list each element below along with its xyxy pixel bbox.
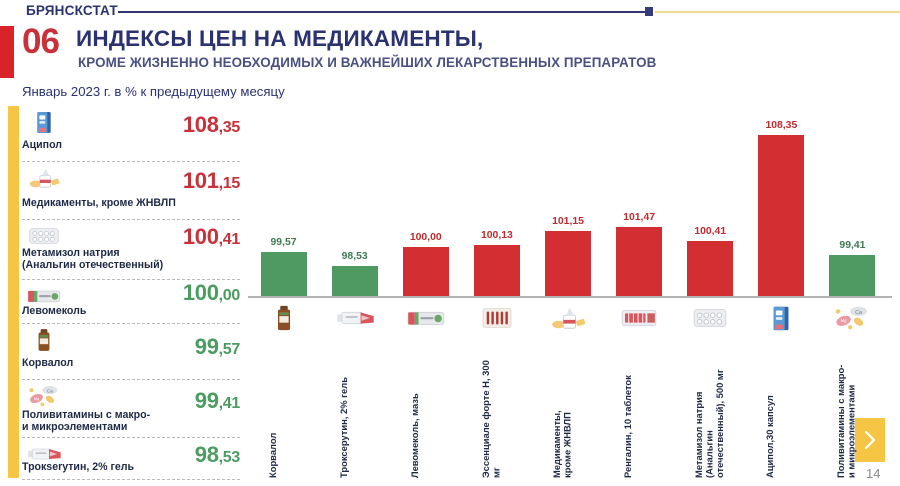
- list-item: Ca Mg Поливитамины с макро- и микроэлемент…: [22, 380, 240, 438]
- axis-category-label: Ренгалин, 10 таблеток: [622, 375, 634, 478]
- bar: [687, 241, 734, 296]
- bar-value-label: 99,41: [839, 239, 866, 251]
- axis-category-label: Троксерутин, 2% гель: [337, 377, 349, 478]
- medicine-assortment-icon: [545, 304, 591, 332]
- value-fraction: ,15: [218, 175, 241, 192]
- bar: [829, 254, 876, 296]
- brand-name: БРЯНСКСТАТ: [26, 3, 118, 18]
- bar-value-label: 98,53: [341, 251, 368, 263]
- page-subtitle: КРОМЕ ЖИЗНЕННО НЕОБХОДИМЫХ И ВАЖНЕЙШИХ Л…: [78, 55, 657, 70]
- list-item-label: Корвалол: [22, 357, 74, 369]
- bar-value-label: 100,13: [480, 229, 513, 241]
- capsule-blister-icon: [474, 304, 520, 332]
- list-item: Корвалол 99,57: [22, 324, 240, 380]
- tablet-pack-icon: [616, 304, 662, 332]
- value-fraction: ,53: [218, 449, 241, 466]
- list-item-label: Аципол: [22, 139, 63, 151]
- value-fraction: ,41: [218, 395, 241, 412]
- list-item: Трокserутин, 2% гель 98,53: [22, 438, 240, 480]
- header-rule-gold: [655, 11, 900, 13]
- axis-category-label: Метамизол натрия (Анальгин отечественный…: [693, 369, 726, 478]
- value-integer: 100: [182, 224, 219, 249]
- pill-blister-icon: [687, 304, 733, 332]
- brand-bar: БРЯНСКСТАТ: [0, 0, 900, 22]
- bar-chart: [248, 120, 888, 296]
- pill-blister-icon: [24, 222, 64, 250]
- list-item: Метамизол натрия (Анальгин отечественный…: [22, 220, 240, 280]
- list-item-value: 100,41: [183, 226, 240, 248]
- section-number: 06: [22, 22, 60, 61]
- list-item-label: Поливитамины с макро- и микроэлементами: [22, 409, 151, 433]
- bar: [473, 244, 520, 296]
- value-integer: 108: [182, 112, 219, 137]
- vitamins-icon: Ca Mg: [829, 304, 875, 332]
- list-item: Аципол 108,35: [22, 106, 240, 162]
- page-number: 14: [866, 466, 881, 481]
- bar: [616, 227, 663, 296]
- list-item-label: Медикаменты, кроме ЖНВЛП: [22, 197, 176, 209]
- value-integer: 101: [182, 168, 219, 193]
- indices-list: Аципол 108,35 Медикаменты, кроме ЖНВЛП 101,…: [22, 106, 240, 480]
- list-item-value: 101,15: [183, 170, 240, 192]
- list-item-value: 98,53: [194, 442, 241, 467]
- svg-text:Mg: Mg: [841, 318, 848, 323]
- bar: [331, 266, 378, 296]
- svg-text:Mg: Mg: [34, 397, 39, 401]
- bar: [758, 135, 805, 296]
- chart-baseline: [248, 296, 892, 298]
- bar-value-label: 100,00: [409, 231, 442, 243]
- list-item: Медикаменты, кроме ЖНВЛП 101,15: [22, 162, 240, 220]
- bar-value-label: 108,35: [765, 120, 798, 132]
- sidebar-accent-spine: [8, 106, 19, 478]
- axis-category-label: Корвалол: [266, 432, 278, 478]
- ointment-tube-box-icon: [403, 304, 449, 332]
- value-fraction: ,00: [218, 287, 241, 304]
- list-item-value: 99,57: [194, 334, 241, 359]
- vitamins-icon: Ca Mg: [24, 382, 64, 410]
- value-fraction: ,35: [218, 119, 241, 136]
- list-item-label: Трокserутин, 2% гель: [22, 461, 135, 473]
- brown-bottle-icon: [24, 326, 64, 354]
- header-rule-square: [645, 7, 653, 16]
- list-item-value: 108,35: [183, 114, 240, 136]
- axis-category-label: Эссенциале форте Н, 300 мг: [479, 360, 502, 478]
- value-integer: 99: [194, 388, 219, 413]
- gel-tube-icon: [24, 440, 64, 468]
- svg-text:Ca: Ca: [47, 388, 53, 393]
- probiotic-box-icon: [758, 304, 804, 332]
- list-item-label: Левомеколь: [22, 305, 87, 317]
- svg-text:Ca: Ca: [856, 310, 863, 316]
- bar-value-label: 101,47: [623, 212, 655, 224]
- value-fraction: ,57: [218, 341, 241, 358]
- axis-category-label: Поливитамины с макро- и микроэлементами: [835, 364, 857, 478]
- bar-value-label: 101,15: [552, 216, 584, 228]
- value-integer: 100: [182, 280, 219, 305]
- value-integer: 98: [194, 442, 219, 467]
- axis-category-label: Аципол,30 капсул: [764, 395, 776, 478]
- axis-category-label: Левомеколь, мазь: [408, 393, 420, 478]
- list-item-label: Метамизол натрия (Анальгин отечественный…: [22, 247, 164, 271]
- probiotic-box-icon: [24, 108, 64, 136]
- list-item-value: 99,41: [194, 388, 241, 413]
- brown-bottle-icon: [261, 304, 307, 332]
- bar-value-label: 100,41: [694, 226, 727, 238]
- ointment-tube-box-icon: [24, 282, 64, 310]
- value-fraction: ,41: [218, 231, 241, 248]
- header-rule-blue: [118, 11, 645, 13]
- bar: [402, 246, 449, 296]
- value-integer: 99: [194, 334, 219, 359]
- page-title: ИНДЕКСЫ ЦЕН НА МЕДИКАМЕНТЫ,: [76, 26, 484, 51]
- next-slide-button[interactable]: [855, 418, 885, 462]
- axis-category-label: Медикаменты, кроме ЖНВЛП: [551, 410, 573, 478]
- bar-value-label: 99,57: [270, 237, 297, 249]
- gel-tube-icon: [332, 304, 378, 332]
- list-item-value: 100,00: [183, 282, 240, 304]
- bar: [260, 252, 307, 296]
- medicine-assortment-icon: [24, 164, 64, 192]
- title-accent-block: [0, 26, 14, 78]
- period-label: Январь 2023 г. в % к предыдущему месяцу: [22, 84, 285, 99]
- list-item: Левомеколь 100,00: [22, 280, 240, 324]
- bar: [545, 231, 591, 296]
